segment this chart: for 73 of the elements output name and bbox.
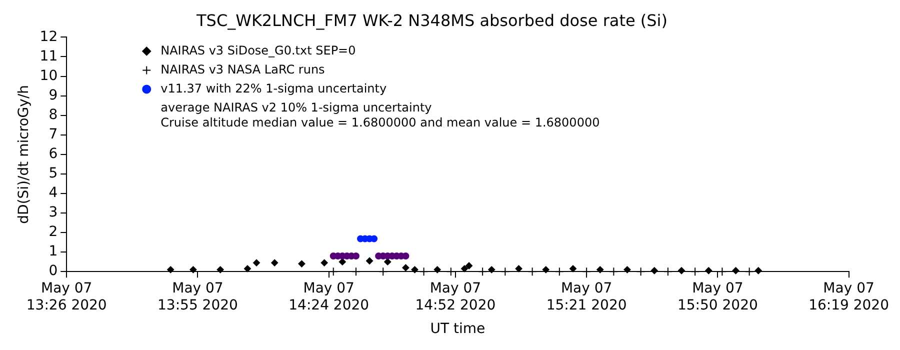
point xyxy=(411,266,418,274)
x-tick-label: May 07 14:52 2020 xyxy=(415,280,496,314)
point xyxy=(253,259,260,266)
point xyxy=(271,259,278,266)
point xyxy=(351,267,360,276)
x-tick-label: May 07 15:21 2020 xyxy=(546,280,627,314)
y-tick-label: 12 xyxy=(40,28,58,45)
point xyxy=(378,267,388,276)
point xyxy=(624,266,631,274)
point xyxy=(705,267,712,274)
point xyxy=(554,267,564,276)
point xyxy=(596,266,604,274)
point xyxy=(384,258,392,266)
point xyxy=(244,265,251,272)
x-axis-title: UT time xyxy=(430,321,486,338)
point xyxy=(663,267,672,276)
point xyxy=(582,267,592,276)
point xyxy=(216,266,224,274)
point xyxy=(320,259,328,266)
point xyxy=(370,235,378,242)
point xyxy=(732,267,740,274)
point xyxy=(402,264,410,272)
y-tick-label: 0 xyxy=(48,263,58,280)
point xyxy=(402,252,410,260)
point xyxy=(434,266,441,274)
point xyxy=(500,267,510,276)
y-tick-label: 9 xyxy=(48,87,58,104)
legend-label: NAIRAS v3 NASA LaRC runs xyxy=(160,62,325,76)
annotation: average NAIRAS v2 10% 1-sigma uncertainty xyxy=(160,100,432,114)
x-tick-label: May 07 13:55 2020 xyxy=(158,280,238,314)
y-tick-label: 1 xyxy=(48,244,58,260)
point xyxy=(569,265,576,272)
point xyxy=(744,267,754,276)
y-axis-title: dD(Si)/dt microGy/h xyxy=(16,84,32,224)
point xyxy=(338,258,346,266)
y-tick-label: 7 xyxy=(48,126,58,143)
y-tick-label: 5 xyxy=(48,166,58,182)
point xyxy=(298,260,306,268)
x-tick-label: May 07 15:50 2020 xyxy=(677,280,758,314)
y-tick-label: 6 xyxy=(48,146,58,162)
point xyxy=(636,267,646,276)
y-tick-label: 11 xyxy=(40,48,58,64)
point xyxy=(488,266,496,274)
chart-title: TSC_WK2LNCH_FM7 WK-2 N348MS absorbed dose rate (Si) xyxy=(196,10,668,30)
point xyxy=(419,267,428,276)
x-tick-label: May 07 13:26 2020 xyxy=(26,280,107,314)
legend-label: v11.37 with 22% 1-sigma uncertainty xyxy=(160,81,387,96)
point xyxy=(167,266,174,274)
y-tick-label: 2 xyxy=(48,224,58,240)
point xyxy=(478,267,488,276)
point xyxy=(366,257,374,264)
point xyxy=(446,267,456,276)
point xyxy=(466,262,473,270)
point xyxy=(718,267,727,276)
point xyxy=(650,267,658,274)
y-tick-label: 4 xyxy=(48,185,58,202)
point xyxy=(754,267,762,274)
y-tick-label: 3 xyxy=(48,204,58,221)
annotation: Cruise altitude median value = 1.6800000 and mean value = 1.6800000 xyxy=(160,115,600,130)
point xyxy=(528,267,537,276)
point xyxy=(190,266,197,274)
point xyxy=(690,267,700,276)
point xyxy=(678,267,685,274)
x-tick-label: May 07 14:24 2020 xyxy=(288,280,370,314)
point xyxy=(328,267,338,276)
point xyxy=(609,267,618,276)
point xyxy=(515,265,522,272)
point xyxy=(460,265,468,272)
y-tick-label: 8 xyxy=(48,106,58,123)
y-tick-label: 10 xyxy=(40,68,58,84)
x-tick-label: May 07 16:19 2020 xyxy=(808,280,890,314)
legend-label: NAIRAS v3 SiDose_G0.txt SEP=0 xyxy=(160,43,356,58)
point xyxy=(542,266,550,274)
